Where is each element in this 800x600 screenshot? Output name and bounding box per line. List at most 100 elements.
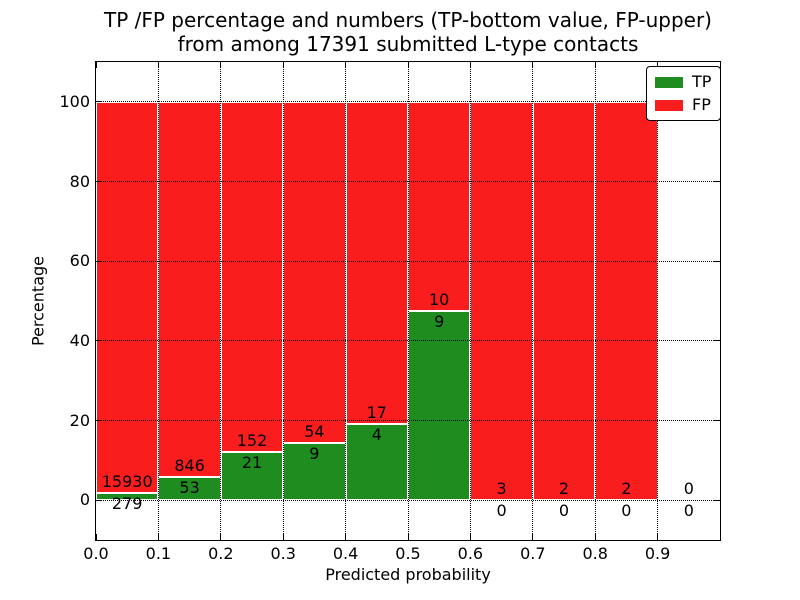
y-tick-label: 0: [79, 490, 90, 510]
tick-x-top: [157, 62, 159, 68]
bar-tp: [158, 476, 221, 501]
tp-count-label: 9: [309, 444, 320, 464]
bar-fp: [220, 101, 284, 452]
x-tick-label: 0.7: [520, 544, 546, 563]
bar-fp: [158, 101, 221, 477]
fp-count-label: 54: [304, 422, 325, 442]
tick-x-top: [345, 62, 347, 68]
x-tick-label: 0.5: [395, 544, 421, 563]
y-tick-label: 60: [69, 251, 90, 271]
x-tick-label: 0.1: [145, 544, 172, 563]
tick-y-right: [714, 420, 720, 421]
x-axis-label: Predicted probability: [325, 565, 491, 584]
legend-swatch-tp: [655, 76, 683, 88]
tick-y-left: [96, 260, 102, 262]
tp-count-label: 53: [179, 477, 200, 497]
bar-fp: [345, 101, 408, 425]
tick-y-right: [714, 340, 720, 342]
bar-fp: [283, 101, 346, 444]
x-tick-label: 0.8: [582, 544, 608, 563]
gridline-x: [469, 62, 471, 540]
gridline-x: [157, 62, 159, 540]
fp-count-label: 10: [429, 290, 450, 310]
tick-y-right: [714, 260, 720, 262]
x-tick-label: 0.0: [83, 544, 109, 563]
bar-fp: [408, 101, 471, 312]
gridline-x: [282, 62, 284, 540]
tick-y-left: [96, 340, 102, 342]
bar-tp: [408, 311, 471, 501]
x-tick-label: 0.4: [332, 544, 359, 563]
x-tick-label: 0.3: [270, 544, 296, 563]
y-tick-label: 20: [69, 410, 90, 430]
legend-entry-tp: TP: [655, 74, 711, 90]
tick-x-bottom: [345, 534, 347, 540]
fp-count-label: 3: [496, 479, 507, 499]
fp-count-label: 846: [174, 455, 205, 475]
tick-x-top: [407, 62, 409, 68]
bar-tp: [220, 451, 284, 501]
y-tick-label: 100: [59, 91, 90, 111]
tick-y-left: [96, 181, 102, 182]
legend-label: TP: [692, 72, 712, 91]
tick-x-top: [469, 62, 471, 68]
fp-count-label: 17: [366, 403, 387, 423]
x-tick-label: 0.9: [644, 544, 671, 563]
tick-x-top: [220, 62, 222, 68]
tick-x-top: [95, 62, 97, 68]
gridline-x: [220, 62, 222, 540]
fp-count-label: 152: [236, 430, 268, 450]
bar-tp: [96, 493, 159, 501]
x-tick-label: 0.6: [457, 544, 484, 563]
y-tick-label: 80: [69, 171, 90, 191]
tick-x-top: [532, 62, 534, 68]
tp-count-label: 0: [558, 501, 570, 521]
gridline-x: [532, 62, 534, 540]
legend-label: FP: [692, 95, 711, 114]
tick-x-top: [594, 62, 596, 68]
fp-count-label: 2: [558, 479, 570, 499]
tick-x-bottom: [407, 534, 409, 540]
bar-fp: [532, 101, 596, 501]
gridline-x: [594, 62, 596, 540]
tick-y-left: [96, 101, 102, 103]
tp-count-label: 21: [241, 452, 263, 472]
bar-fp: [96, 101, 159, 494]
tick-y-right: [714, 181, 720, 182]
fp-count-label: 15930: [101, 472, 153, 492]
x-tick-label: 0.2: [208, 544, 234, 563]
chart-title-line2: from among 17391 submitted L-type contac…: [177, 32, 639, 56]
gridline-x: [407, 62, 409, 540]
chart-title: TP /FP percentage and numbers (TP-bottom…: [96, 8, 720, 56]
chart-title-line1: TP /FP percentage and numbers (TP-bottom…: [104, 8, 712, 32]
fp-count-label: 2: [621, 479, 632, 499]
tick-x-bottom: [282, 534, 284, 540]
tick-x-bottom: [157, 534, 159, 540]
bar-fp: [595, 101, 658, 501]
tick-x-bottom: [532, 534, 534, 540]
tp-count-label: 279: [111, 494, 143, 514]
tp-count-label: 0: [496, 501, 507, 521]
gridline-x: [345, 62, 347, 540]
tick-x-bottom: [95, 534, 97, 540]
tick-x-bottom: [220, 534, 222, 540]
bar-tp: [345, 424, 408, 501]
tp-count-label: 4: [371, 425, 382, 445]
gridline-x: [657, 62, 659, 540]
tick-y-left: [96, 499, 102, 501]
legend: TP FP: [646, 66, 722, 121]
tp-count-label: 0: [683, 501, 694, 521]
tick-x-top: [282, 62, 284, 68]
tick-y-right: [714, 499, 720, 501]
bar-tp: [283, 443, 346, 501]
fp-count-label: 0: [683, 479, 694, 499]
y-tick-label: 40: [69, 330, 90, 350]
tp-count-label: 9: [434, 312, 445, 332]
legend-entry-fp: FP: [655, 97, 711, 113]
tick-y-left: [96, 420, 102, 421]
tp-count-label: 0: [621, 501, 632, 521]
tick-x-bottom: [469, 534, 471, 540]
tick-x-bottom: [657, 534, 659, 540]
tick-x-top: [657, 62, 659, 68]
